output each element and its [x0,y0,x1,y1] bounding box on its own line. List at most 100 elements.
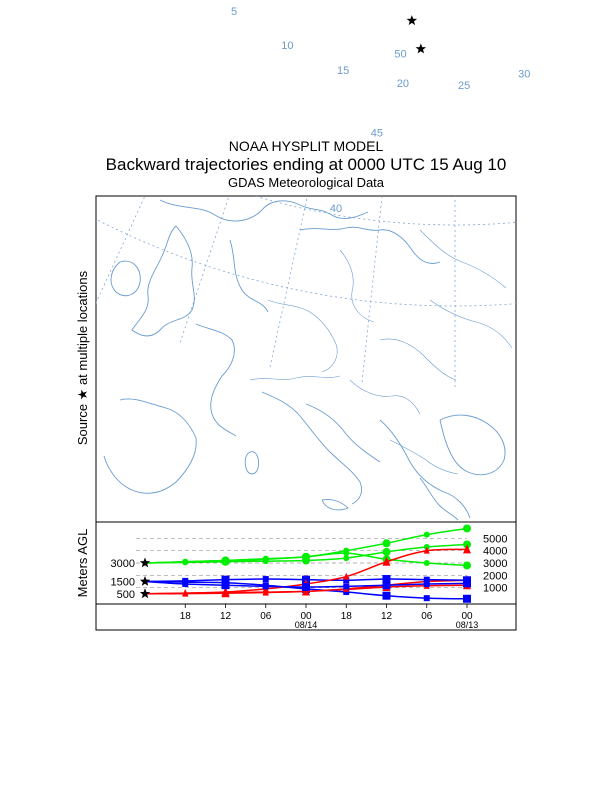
triangle-marker [446,81,454,90]
square-marker [375,41,383,49]
square-marker [221,575,230,584]
coastline-france [195,323,237,437]
date-label: 08/13 [456,620,479,630]
square-marker [239,108,247,116]
trajectory-line [412,21,450,91]
triangle-marker [440,75,446,82]
triangle-marker [434,67,440,74]
square-marker [343,577,350,584]
coastline-north-sea [229,239,269,313]
triangle-marker [430,64,438,73]
square-marker [343,583,350,590]
meridian-line [0,0,265,86]
square-marker [436,98,444,106]
circle-marker [343,555,350,562]
border-poland [339,249,375,323]
time-tick-label: 00 [461,611,473,622]
circle-marker [463,561,471,570]
height-tick-label: 1000 [483,583,507,595]
meridian-label: 25 [458,80,470,92]
height-profiles [144,524,471,603]
height-tick-label: 4000 [483,546,507,558]
start-height-label: 3000 [111,558,135,570]
circle-marker [343,547,350,554]
square-marker [455,125,463,133]
parallel-line [8,0,612,63]
square-marker [343,588,350,595]
square-marker [259,104,265,110]
circle-marker [250,59,258,67]
triangle-marker [414,28,420,35]
coastline-baltic [299,226,441,264]
date-label: 08/14 [295,620,318,630]
height-tick-label: 3000 [483,558,507,570]
source-star-icon [139,557,151,568]
circle-marker [182,558,189,565]
time-tick-label: 12 [220,611,232,622]
coastline-sicily [321,499,349,511]
triangle-marker [423,55,429,62]
square-marker [406,45,412,51]
parallel-label: 40 [330,203,342,215]
circle-marker [391,133,397,139]
triangle-marker [423,50,429,57]
meridian-line [0,0,304,213]
triangle-marker [428,59,436,68]
circle-marker [404,38,410,44]
source-star-icon [139,588,151,599]
triangle-marker [384,70,392,79]
square-marker [221,581,230,590]
square-marker [436,116,444,124]
square-marker [382,591,391,600]
square-marker [382,581,391,590]
circle-marker [376,184,384,192]
meridian-label: 30 [518,69,530,81]
triangle-marker [439,74,447,83]
square-marker [442,116,450,124]
square-marker [463,579,471,588]
parallel-line [253,196,516,226]
triangle-marker [371,55,379,64]
start-height-label: 500 [117,589,135,601]
triangle-marker [182,589,189,597]
trajectory-line [243,0,399,112]
circle-marker [382,547,391,556]
circle-marker [369,98,375,104]
square-marker [389,14,395,20]
coastline-balkans [379,419,471,519]
triangle-marker [262,588,269,596]
coastline-greece [419,477,459,521]
model-title: NOAA HYSPLIT MODEL [228,138,384,154]
trajectory-line [409,21,439,120]
square-marker [423,580,430,587]
triangle-marker [390,0,396,4]
source-star-icon [406,15,418,26]
meridian-line [535,0,612,342]
border-ukraine [429,299,513,349]
triangle-marker [221,586,230,596]
time-tick-label: 06 [260,611,272,622]
graticule-labels: 505101520253055504540 [231,6,530,215]
meridian-line [0,0,283,153]
triangle-marker [382,556,391,566]
square-marker [407,69,415,77]
square-marker [382,575,391,584]
source-stars [406,15,427,54]
source-star-icon [139,576,151,586]
source-side-label: Source ★ at multiple locations [75,270,90,445]
circle-marker [423,560,430,566]
meteo-subtitle: GDAS Meteorological Data [227,175,385,190]
time-tick-label: 18 [341,611,353,622]
coastline-scandinavia [159,199,369,222]
square-marker [424,59,430,65]
circle-marker [391,70,397,76]
chart-title: Backward trajectories ending at 0000 UTC… [105,155,507,174]
circle-marker [328,123,336,131]
square-marker [305,83,311,89]
coastline-italy [261,391,363,505]
time-tick-label: 12 [381,611,393,622]
triangle-marker [343,572,350,580]
circle-marker [221,44,227,50]
